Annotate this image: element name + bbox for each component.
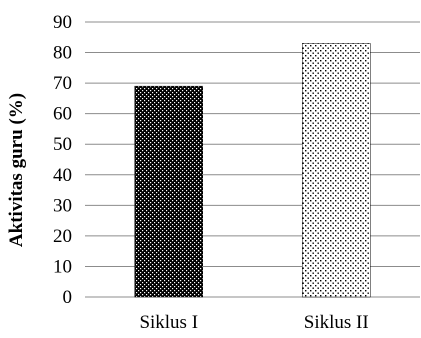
- y-tick-label: 80: [53, 43, 72, 64]
- y-tick-label: 20: [53, 226, 72, 247]
- x-category-label: Siklus I: [139, 312, 198, 333]
- y-tick-label: 50: [53, 134, 72, 155]
- y-tick-label: 40: [53, 165, 72, 186]
- bar-siklus-ii: [302, 43, 371, 298]
- y-tick-labels: 0 10 20 30 40 50 60 70 80 90: [53, 12, 72, 308]
- bars: [134, 43, 371, 298]
- y-tick-label: 10: [53, 256, 72, 277]
- y-tick-label: 30: [53, 195, 72, 216]
- y-axis-title: Aktivitas guru (%): [6, 93, 27, 247]
- y-tick-label: 0: [63, 287, 73, 308]
- bar-siklus-i: [134, 85, 203, 298]
- x-category-label: Siklus II: [304, 312, 369, 333]
- y-tick-label: 90: [53, 12, 72, 33]
- y-tick-label: 60: [53, 104, 72, 125]
- y-tick-label: 70: [53, 73, 72, 94]
- x-category-labels: Siklus I Siklus II: [139, 312, 368, 333]
